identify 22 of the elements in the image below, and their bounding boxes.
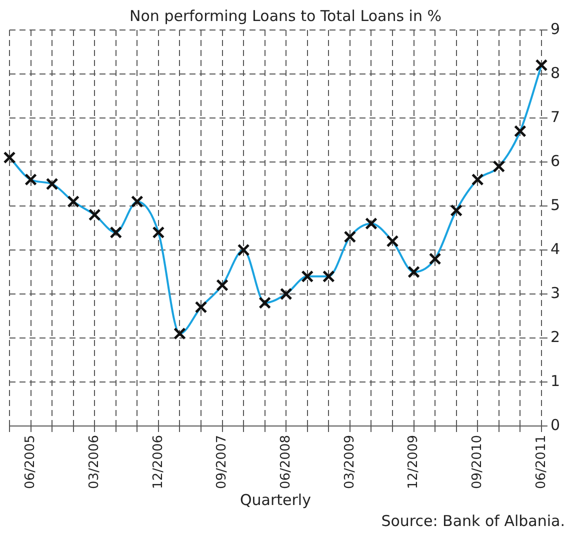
x-tick-label: 12/2009 (406, 434, 422, 490)
y-tick-label: 1 (550, 372, 560, 390)
x-tick-label: 03/2006 (86, 434, 102, 490)
y-tick-label: 4 (550, 240, 560, 258)
x-tick-label: 12/2006 (150, 434, 166, 490)
y-tick-label: 9 (550, 20, 560, 38)
x-tick-label: 09/2010 (470, 434, 485, 490)
x-tick-label: 06/2011 (534, 434, 549, 490)
y-tick-label: 0 (550, 416, 560, 434)
x-tick-label: 06/2005 (23, 434, 38, 490)
chart-title: Non performing Loans to Total Loans in % (130, 6, 442, 25)
x-axis-title: Quarterly (240, 490, 312, 509)
x-tick-label: 03/2009 (342, 434, 358, 490)
y-tick-label: 6 (550, 152, 560, 170)
y-tick-label: 5 (550, 196, 560, 214)
x-tick-label: 06/2008 (278, 434, 294, 490)
y-tick-label: 7 (550, 108, 560, 126)
y-tick-label: 3 (550, 284, 560, 302)
y-tick-label: 2 (550, 328, 560, 346)
source-note: Source: Bank of Albania. (381, 512, 565, 530)
x-tick-label: 09/2007 (214, 434, 230, 490)
y-tick-label: 8 (550, 64, 560, 82)
